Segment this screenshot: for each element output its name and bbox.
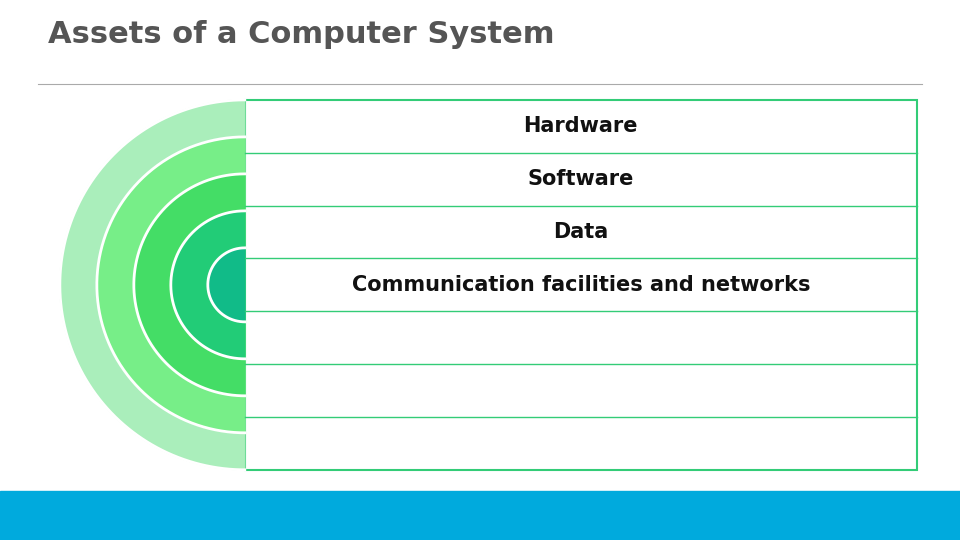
Text: Software: Software xyxy=(528,169,634,189)
Text: Communication facilities and networks: Communication facilities and networks xyxy=(351,275,810,295)
Text: Assets of a Computer System: Assets of a Computer System xyxy=(48,19,555,49)
Text: Data: Data xyxy=(553,222,609,242)
Polygon shape xyxy=(97,137,245,433)
Bar xyxy=(245,100,917,470)
Polygon shape xyxy=(171,211,245,359)
Polygon shape xyxy=(207,248,245,322)
Polygon shape xyxy=(133,174,245,396)
Text: Hardware: Hardware xyxy=(523,116,638,136)
Bar xyxy=(0,491,960,540)
Polygon shape xyxy=(60,100,245,470)
